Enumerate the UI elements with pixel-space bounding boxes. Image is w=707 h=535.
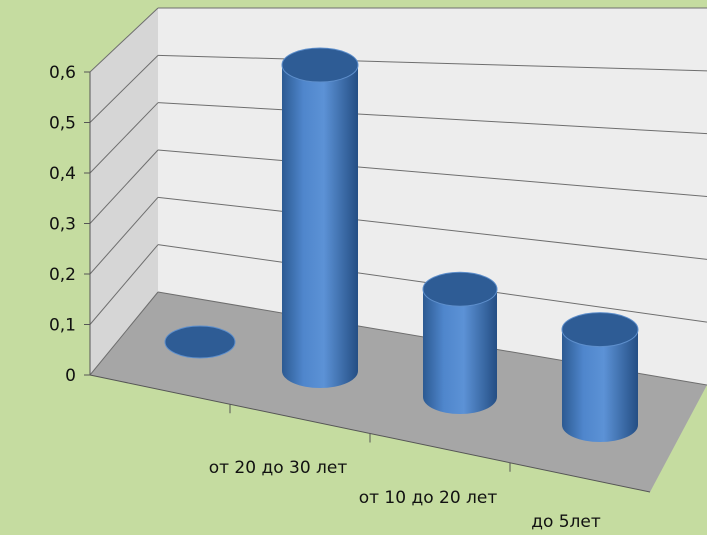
gridline-back xyxy=(157,54,707,72)
bar-top xyxy=(422,271,498,307)
y-tick-label: 0,5 xyxy=(49,114,76,134)
y-tick-label: 0,4 xyxy=(49,164,76,184)
gridline-side xyxy=(89,149,159,224)
y-tick-label: 0,2 xyxy=(49,265,76,285)
bar-body xyxy=(562,329,638,442)
bar-1 xyxy=(281,47,359,388)
bar-top xyxy=(561,312,639,348)
y-tick-label: 0,6 xyxy=(49,63,76,83)
gridline-side xyxy=(89,244,159,325)
bar-3 xyxy=(561,312,639,442)
bar-top xyxy=(281,47,359,83)
floor xyxy=(90,292,707,492)
y-tick-label: 0,1 xyxy=(49,316,76,336)
x-tick-label: от 20 до 30 лет xyxy=(209,458,348,478)
x-axis-ticks: от 20 до 30 лет от 10 до 20 лет до 5лет xyxy=(209,404,601,532)
bar-body xyxy=(282,65,358,388)
x-tick-label: до 5лет xyxy=(531,512,601,532)
gridline-side xyxy=(89,54,159,123)
gridlines xyxy=(89,7,707,386)
gridline-back xyxy=(157,149,707,197)
bar-body xyxy=(423,289,497,414)
bars xyxy=(164,47,639,442)
y-tick-label: 0 xyxy=(65,366,76,386)
gridline-back xyxy=(157,102,707,135)
side-wall xyxy=(90,8,158,375)
gridline-side xyxy=(89,102,159,174)
bar-2 xyxy=(422,271,498,414)
gridline-back xyxy=(157,196,707,260)
y-axis-ticks: 0 0,1 0,2 0,3 0,4 0,5 0,6 xyxy=(49,63,90,386)
bar-top xyxy=(164,325,236,359)
gridline-side xyxy=(89,7,159,73)
y-tick-label: 0,3 xyxy=(49,215,76,235)
gridline-side xyxy=(89,197,159,275)
bar-0 xyxy=(164,325,236,359)
gridline-side xyxy=(89,291,159,376)
x-tick-label: от 10 до 20 лет xyxy=(359,488,498,508)
